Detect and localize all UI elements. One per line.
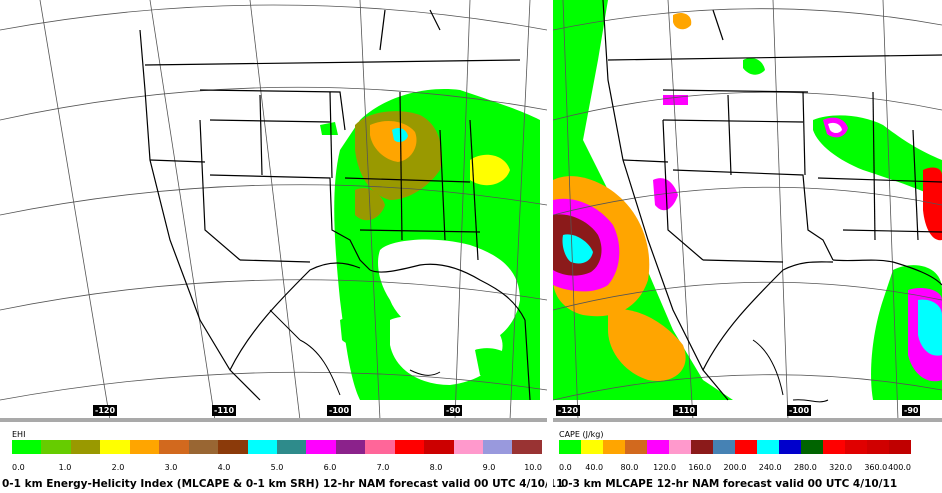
- color-swatch: [867, 440, 889, 454]
- ehi-panel: -120 -110 -100 -90 EHI 0.0 1.0 2.0 3.0 4.0 5.…: [0, 0, 563, 490]
- color-swatch: [306, 440, 336, 454]
- color-swatch: [845, 440, 867, 454]
- color-swatch: [483, 440, 513, 454]
- legend-title: CAPE (J/kg): [559, 430, 604, 439]
- panel-divider: [547, 0, 553, 493]
- longitude-label: -90: [444, 405, 463, 416]
- cape-map: [553, 0, 942, 420]
- color-swatch: [779, 440, 801, 454]
- scale-tick-label: 9.0: [482, 463, 496, 472]
- ehi-map-graphic: [0, 0, 547, 420]
- color-swatch: [603, 440, 625, 454]
- color-swatch: [453, 440, 483, 454]
- color-swatch: [625, 440, 647, 454]
- scale-tick-label: 400.0: [888, 463, 911, 472]
- panel-caption: 0-1 km Energy-Helicity Index (MLCAPE & 0…: [2, 478, 564, 490]
- cape-map-graphic: [553, 0, 942, 420]
- scale-tick-label: 120.0: [653, 463, 677, 472]
- color-swatch: [424, 440, 454, 454]
- map-frame-bottom: [553, 418, 942, 422]
- color-swatch: [218, 440, 248, 454]
- color-swatch: [559, 440, 581, 454]
- color-swatch: [188, 440, 219, 454]
- color-swatch: [757, 440, 779, 454]
- color-swatch: [247, 440, 277, 454]
- color-swatch: [100, 440, 130, 454]
- color-swatch: [691, 440, 713, 454]
- color-swatch: [647, 440, 669, 454]
- longitude-label: -90: [902, 405, 921, 416]
- scale-tick-label: 0.0: [559, 463, 572, 472]
- color-swatch: [335, 440, 366, 454]
- color-swatch: [12, 440, 42, 454]
- scale-tick-label: 280.0: [793, 463, 817, 472]
- ehi-map: [0, 0, 547, 420]
- scale-tick-label: 360.0: [864, 463, 888, 472]
- scale-tick-label: 5.0: [270, 463, 284, 472]
- legend-title: EHI: [12, 430, 26, 439]
- color-swatch: [129, 440, 160, 454]
- color-swatch: [823, 440, 845, 454]
- cape-panel: -120 -110 -100 -90 CAPE (J/kg) 0.0 40.0 80…: [553, 0, 942, 493]
- scale-tick-label: 3.0: [164, 463, 178, 472]
- color-swatch: [801, 440, 823, 454]
- color-swatch: [41, 440, 71, 454]
- longitude-label: -120: [93, 405, 118, 416]
- scale-tick-label: 40.0: [585, 463, 604, 472]
- scale-tick-label: 240.0: [758, 463, 782, 472]
- color-scale: [12, 440, 542, 454]
- color-swatch: [889, 440, 911, 454]
- longitude-label: -100: [327, 405, 352, 416]
- panel-caption: 0-3 km MLCAPE 12-hr NAM forecast valid 0…: [561, 478, 898, 490]
- scale-tick-label: 6.0: [323, 463, 337, 472]
- scale-ticks: 0.0 40.0 80.0 120.0 160.0 200.0 240.0 280.0 320.…: [559, 463, 911, 473]
- color-scale: [559, 440, 911, 454]
- scale-tick-label: 10.0: [524, 463, 542, 472]
- scale-tick-label: 8.0: [429, 463, 443, 472]
- longitude-label: -120: [556, 405, 581, 416]
- scale-tick-label: 80.0: [620, 463, 639, 472]
- color-swatch: [735, 440, 757, 454]
- longitude-label: -110: [673, 405, 698, 416]
- longitude-label: -110: [212, 405, 237, 416]
- scale-tick-label: 7.0: [376, 463, 390, 472]
- scale-ticks: 0.0 1.0 2.0 3.0 4.0 5.0 6.0 7.0 8.0 9.0 10.0: [12, 463, 542, 473]
- color-swatch: [394, 440, 425, 454]
- color-swatch: [669, 440, 691, 454]
- scale-tick-label: 2.0: [111, 463, 125, 472]
- scale-tick-label: 200.0: [723, 463, 747, 472]
- color-swatch: [365, 440, 395, 454]
- scale-tick-label: 4.0: [217, 463, 231, 472]
- scale-tick-label: 0.0: [12, 463, 25, 472]
- color-swatch: [512, 440, 542, 454]
- scale-tick-label: 1.0: [58, 463, 72, 472]
- map-frame-bottom: [0, 418, 547, 422]
- scale-tick-label: 320.0: [829, 463, 853, 472]
- color-swatch: [159, 440, 189, 454]
- color-swatch: [581, 440, 603, 454]
- color-swatch: [713, 440, 735, 454]
- longitude-label: -100: [787, 405, 812, 416]
- color-swatch: [70, 440, 101, 454]
- scale-tick-label: 160.0: [688, 463, 712, 472]
- color-swatch: [276, 440, 307, 454]
